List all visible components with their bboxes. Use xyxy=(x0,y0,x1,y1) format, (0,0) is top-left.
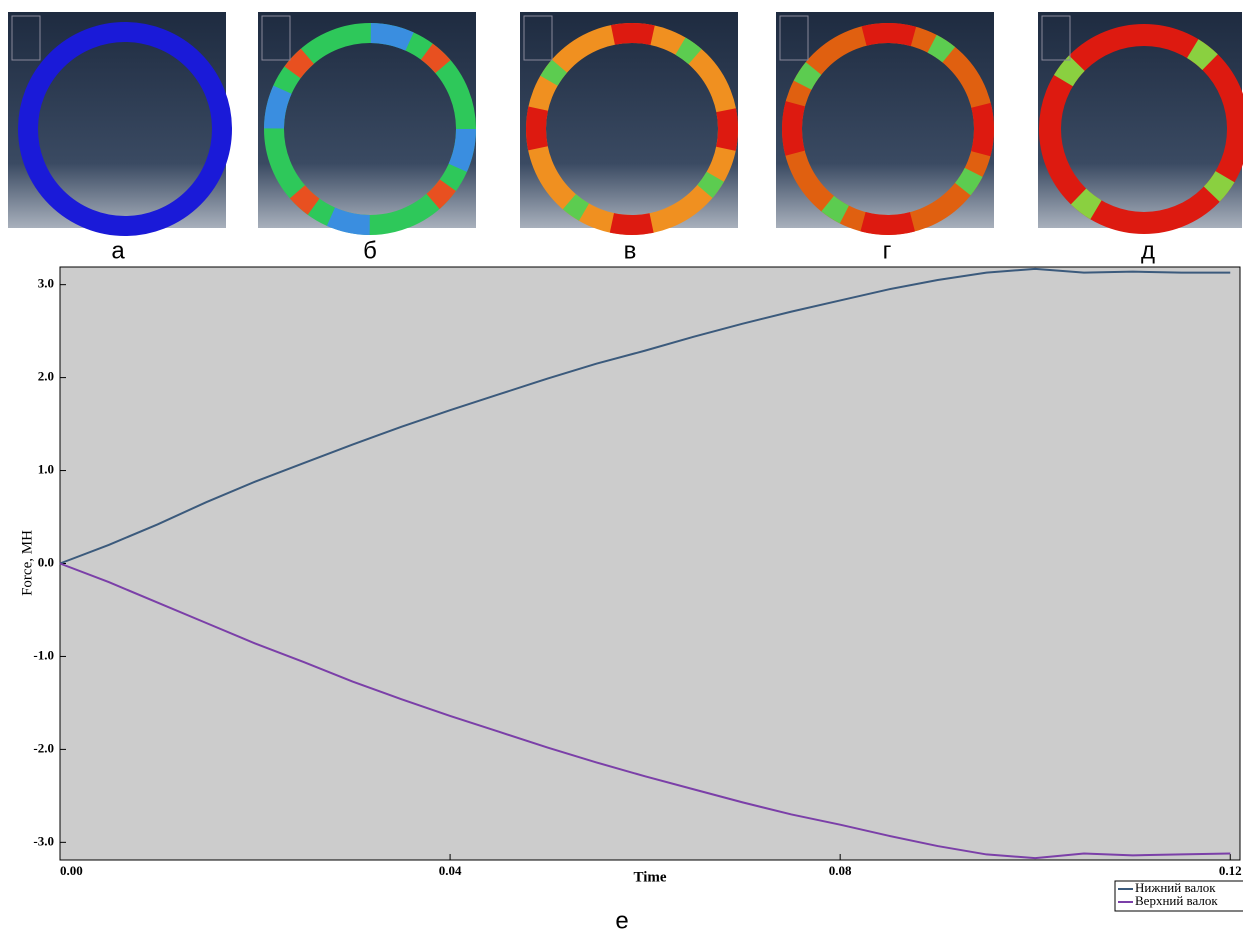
y-tick-label: 3.0 xyxy=(38,276,54,291)
x-tick-label: 0.00 xyxy=(60,863,83,878)
y-axis-title: Force, MH xyxy=(19,530,35,596)
x-tick-label: 0.04 xyxy=(439,863,462,878)
x-tick-label: 0.08 xyxy=(829,863,852,878)
panel-label: в xyxy=(624,237,637,264)
fea-image xyxy=(1038,12,1242,228)
y-tick-label: -1.0 xyxy=(33,647,54,662)
fea-image xyxy=(520,12,738,228)
fea-image xyxy=(776,12,994,228)
panel-label: а xyxy=(111,237,125,264)
panel-label: г xyxy=(883,237,892,264)
y-tick-label: 2.0 xyxy=(38,369,54,384)
y-tick-label: -2.0 xyxy=(33,740,54,755)
panel-label: е xyxy=(615,907,628,934)
y-tick-label: -3.0 xyxy=(33,833,54,848)
plot-background xyxy=(60,267,1240,860)
legend-label: Верхний валок xyxy=(1135,893,1218,908)
x-axis-title: Time xyxy=(633,869,666,885)
figure: а б в г д е Time Force, MH 3.0 2.0 1.0 0.0 -… xyxy=(0,0,1243,942)
panel-label: б xyxy=(363,237,377,264)
x-tick-label: 0.12 xyxy=(1219,863,1242,878)
fea-images xyxy=(8,12,1242,228)
y-tick-label: 0.0 xyxy=(38,554,54,569)
panel-label: д xyxy=(1141,237,1155,264)
fea-image xyxy=(258,12,476,228)
y-tick-label: 1.0 xyxy=(38,462,54,477)
page: {"panels": ["а", "б", "в", "г", "д"], "c… xyxy=(0,0,1243,942)
fea-image xyxy=(8,12,226,228)
